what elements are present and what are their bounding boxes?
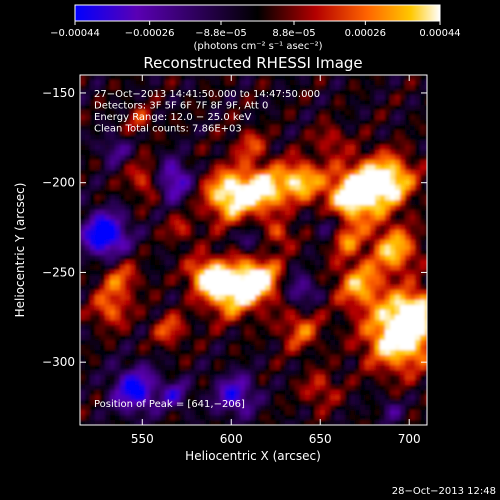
colorbar-tick-label-1: −0.00026	[125, 28, 175, 39]
colorbar-ticks: −0.00044 −0.00026 −8.8e−05 8.8e−05 0.00026 0.…	[50, 21, 461, 39]
peak-position-label: Position of Peak = [641,−206]	[94, 399, 245, 410]
y-tick-label-0: −150	[42, 86, 75, 100]
colorbar-units-label: (photons cm⁻² s⁻¹ asec⁻²)	[193, 41, 322, 52]
x-tick-label-1: 600	[220, 432, 243, 446]
annotation-line-3: Clean Total counts: 7.86E+03	[94, 124, 242, 135]
colorbar-tick-label-0: −0.00044	[50, 28, 100, 39]
y-tick-label-2: −250	[42, 265, 75, 279]
colorbar-tick-label-5: 0.00044	[419, 28, 460, 39]
heatmap-image	[80, 75, 427, 425]
colorbar	[74, 4, 441, 22]
colorbar-tick-label-4: 0.00026	[345, 28, 386, 39]
chart-title: Reconstructed RHESSI Image	[143, 54, 362, 72]
colorbar-tick-label-2: −8.8e−05	[195, 28, 247, 39]
y-tick-label-1: −200	[42, 176, 75, 190]
x-axis-label: Heliocentric X (arcsec)	[185, 449, 321, 463]
colorbar-tick-label-3: 8.8e−05	[272, 28, 315, 39]
annotation-line-1: Detectors: 3F 5F 6F 7F 8F 9F, Att 0	[94, 101, 268, 112]
annotation-line-2: Energy Range: 12.0 − 25.0 keV	[94, 112, 251, 123]
annotation-line-0: 27−Oct−2013 14:41:50.000 to 14:47:50.000	[94, 89, 320, 100]
x-tick-label-0: 550	[131, 432, 154, 446]
y-axis-label: Heliocentric Y (arcsec)	[13, 183, 27, 318]
x-tick-label-3: 700	[398, 432, 421, 446]
axis-ticks: 550 600 650 700 −150 −200 −250 −300	[42, 75, 427, 446]
plot-frame	[79, 74, 428, 426]
annotation-block: 27−Oct−2013 14:41:50.000 to 14:47:50.000…	[94, 89, 320, 135]
y-tick-label-3: −300	[42, 355, 75, 369]
x-tick-label-2: 650	[309, 432, 332, 446]
timestamp: 28−Oct−2013 12:48	[392, 486, 496, 497]
